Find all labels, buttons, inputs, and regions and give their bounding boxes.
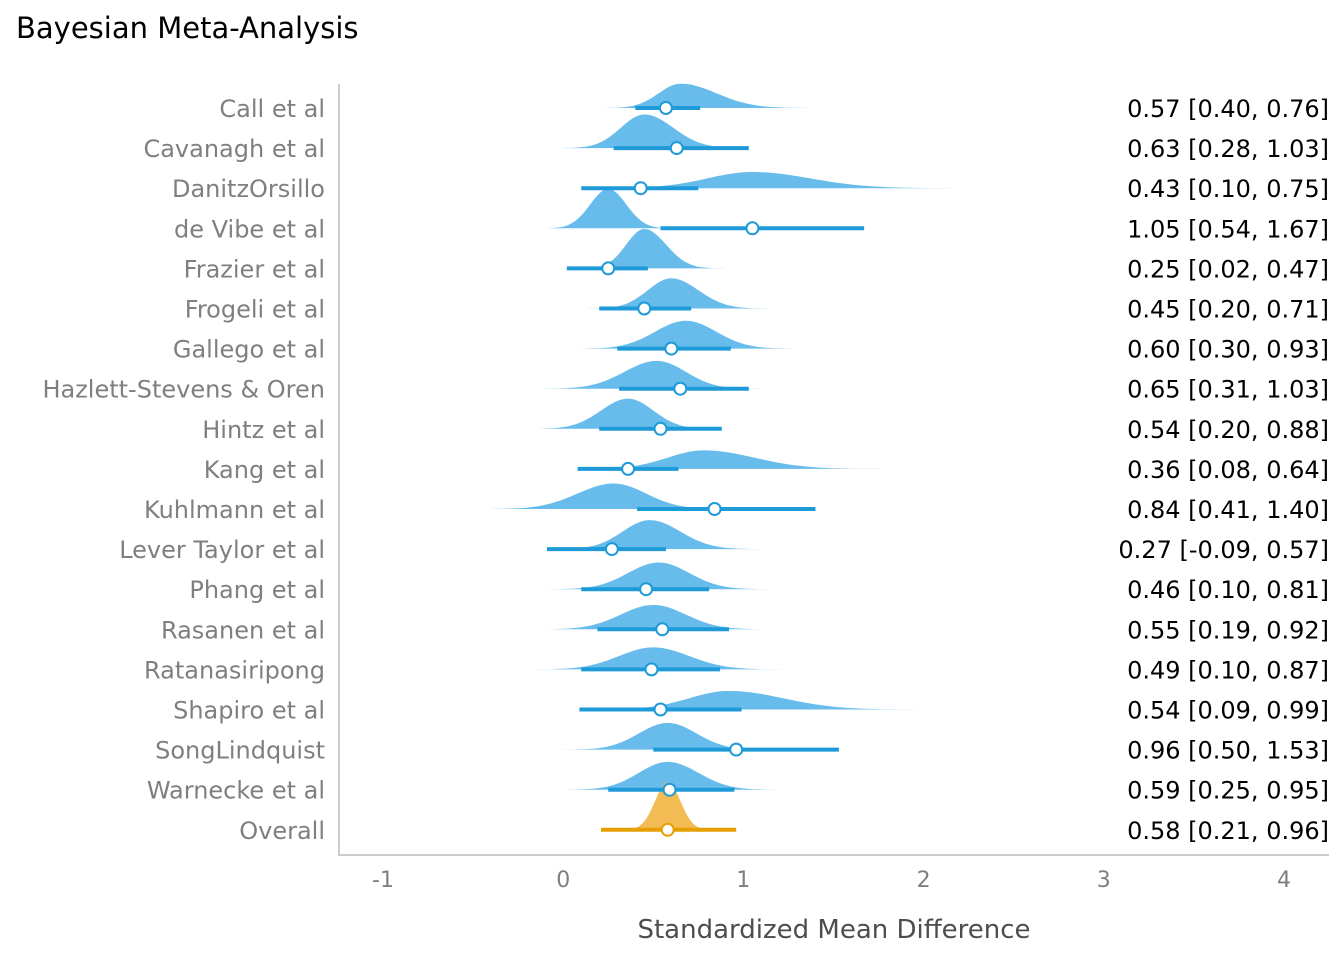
study-label: Lever Taylor et al	[119, 536, 325, 564]
estimate-text: 0.58 [0.21, 0.96]	[1127, 817, 1329, 845]
estimate-point	[601, 261, 616, 276]
estimate-text: 0.25 [0.02, 0.47]	[1127, 255, 1329, 283]
x-tick-label: 2	[917, 868, 931, 893]
study-label: Phang et al	[189, 576, 325, 604]
estimate-point	[745, 221, 760, 236]
density-study	[545, 562, 789, 590]
density-study	[554, 722, 789, 750]
estimate-text: 0.96 [0.50, 1.53]	[1127, 737, 1329, 765]
study-label: Ratanasiripong	[144, 656, 325, 684]
estimate-text: 0.36 [0.08, 0.64]	[1127, 456, 1329, 484]
study-label: Overall	[239, 817, 325, 845]
x-tick-label: 4	[1277, 868, 1291, 893]
estimate-point	[633, 181, 648, 196]
study-label-column: Call et al Cavanagh et al DanitzOrsillo de …	[42, 95, 325, 845]
study-label: Shapiro et al	[173, 697, 325, 725]
estimate-text: 0.45 [0.20, 0.71]	[1127, 296, 1329, 324]
study-label: Kuhlmann et al	[144, 496, 325, 524]
density-study	[518, 605, 780, 630]
study-label: DanitzOrsillo	[172, 175, 325, 203]
estimate-text: 0.63 [0.28, 1.03]	[1127, 135, 1329, 163]
estimate-point	[658, 101, 673, 115]
estimate-text-column: 0.57 [0.40, 0.76] 0.63 [0.28, 1.03] 0.43 […	[1118, 95, 1329, 845]
density-study	[572, 278, 771, 309]
estimate-text: 0.60 [0.30, 0.93]	[1127, 336, 1329, 364]
estimate-point	[653, 421, 668, 436]
estimate-text: 0.54 [0.20, 0.88]	[1127, 416, 1329, 444]
estimate-point	[662, 782, 677, 797]
study-label: de Vibe et al	[174, 215, 325, 243]
study-label: Warnecke et al	[147, 777, 325, 805]
density-overall	[617, 782, 717, 830]
x-axis-ticks: -1 0 1 2 3 4	[372, 868, 1291, 893]
density-study	[608, 450, 888, 469]
density-layer	[491, 83, 960, 830]
x-tick-label: 3	[1097, 868, 1111, 893]
estimate-text: 0.65 [0.31, 1.03]	[1127, 376, 1329, 404]
estimate-point	[644, 662, 659, 677]
estimate-point	[653, 702, 668, 717]
density-study	[491, 483, 726, 509]
x-tick-label: 0	[556, 868, 570, 893]
density-study	[617, 691, 933, 710]
study-label: Kang et al	[204, 456, 325, 484]
estimate-text: 0.27 [-0.09, 0.57]	[1118, 536, 1329, 564]
density-study	[527, 398, 735, 429]
density-study	[644, 172, 960, 189]
estimate-text: 0.46 [0.10, 0.81]	[1127, 576, 1329, 604]
estimate-point	[707, 502, 722, 516]
density-study	[545, 83, 807, 108]
estimate-point	[637, 301, 652, 316]
density-study	[545, 360, 780, 389]
estimate-point	[621, 461, 636, 476]
x-tick-label: 1	[736, 868, 750, 893]
density-study	[581, 320, 798, 349]
estimate-text: 0.54 [0.09, 0.99]	[1127, 697, 1329, 725]
estimate-point	[673, 381, 688, 396]
estimate-text: 1.05 [0.54, 1.67]	[1127, 215, 1329, 243]
estimate-point-layer	[601, 101, 760, 837]
study-label: Cavanagh et al	[143, 135, 325, 163]
x-tick-label: -1	[372, 868, 394, 893]
estimate-text: 0.55 [0.19, 0.92]	[1127, 616, 1329, 644]
estimate-text: 0.57 [0.40, 0.76]	[1127, 95, 1329, 123]
density-study	[536, 188, 663, 229]
x-axis-title: Standardized Mean Difference	[637, 915, 1030, 945]
estimate-point	[655, 622, 670, 637]
density-study	[536, 114, 744, 149]
estimate-point	[604, 542, 619, 557]
study-label: Hazlett-Stevens & Oren	[42, 376, 325, 404]
study-label: SongLindquist	[155, 737, 325, 765]
study-label: Rasanen et al	[161, 616, 325, 644]
estimate-point	[639, 582, 654, 597]
estimate-point	[660, 822, 675, 837]
estimate-point	[669, 141, 684, 156]
study-label: Frogeli et al	[185, 296, 325, 324]
estimate-point	[664, 341, 679, 356]
chart-title: Bayesian Meta-Analysis	[16, 11, 359, 45]
study-label: Call et al	[219, 95, 325, 123]
estimate-text: 0.49 [0.10, 0.87]	[1127, 656, 1329, 684]
density-study	[518, 520, 762, 550]
estimate-text: 0.84 [0.41, 1.40]	[1127, 496, 1329, 524]
study-label: Frazier et al	[184, 255, 325, 283]
study-label: Hintz et al	[202, 416, 325, 444]
estimate-text: 0.43 [0.10, 0.75]	[1127, 175, 1329, 203]
estimate-point	[729, 742, 744, 757]
density-study	[518, 647, 807, 670]
estimate-text: 0.59 [0.25, 0.95]	[1127, 777, 1329, 805]
density-study	[554, 229, 735, 269]
study-label: Gallego et al	[173, 336, 325, 364]
density-study	[545, 761, 807, 790]
